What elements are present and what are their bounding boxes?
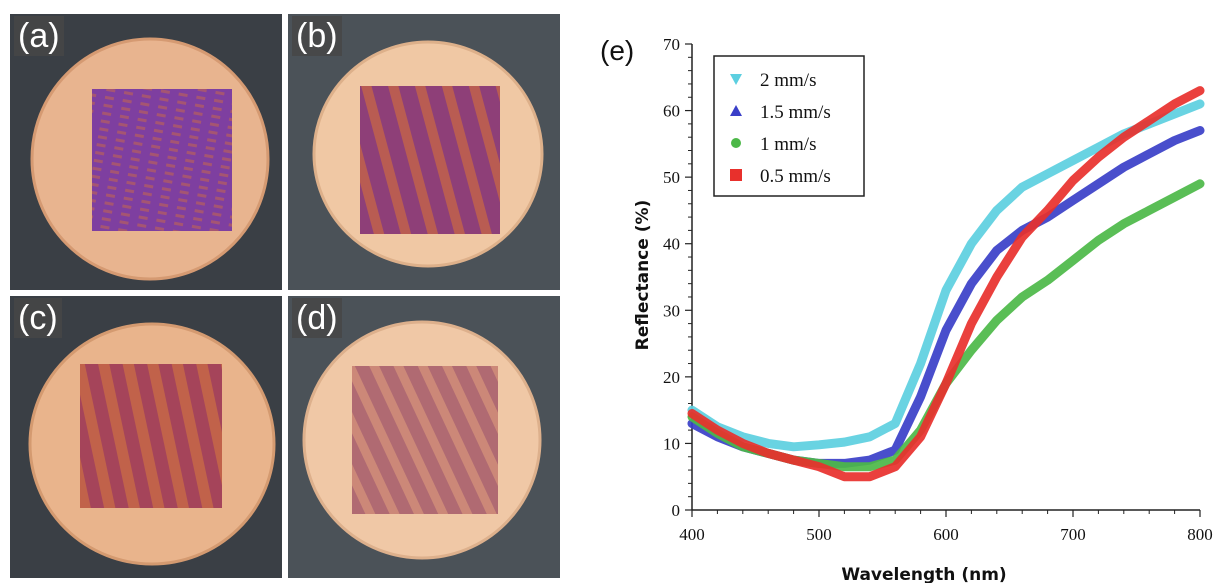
photo-panel-d: (d): [288, 296, 560, 578]
chart-panel-label: (e): [600, 35, 634, 66]
y-tick-label: 10: [663, 434, 680, 453]
legend-marker: [731, 138, 741, 148]
y-tick-label: 30: [663, 301, 680, 320]
photo-panel-a: (a): [10, 14, 282, 290]
legend-label: 0.5 mm/s: [760, 166, 831, 187]
photo-label-a: (a): [14, 16, 64, 56]
y-tick-label: 70: [663, 35, 680, 54]
x-tick-label: 800: [1187, 525, 1213, 544]
photo-label-b: (b): [292, 16, 342, 56]
chart-series: [687, 86, 1205, 482]
series-line-0-5-mm-s: [687, 86, 1205, 482]
sample-disk-a: [30, 37, 270, 281]
x-axis-title: Wavelength (nm): [841, 565, 1006, 583]
y-tick-label: 60: [663, 102, 680, 121]
y-tick-label: 50: [663, 168, 680, 187]
y-tick-label: 20: [663, 368, 680, 387]
legend-marker: [730, 169, 742, 181]
x-tick-label: 400: [679, 525, 705, 544]
legend-label: 2 mm/s: [760, 70, 816, 91]
sample-disk-b: [312, 40, 544, 268]
photo-panel-b: (b): [288, 14, 560, 290]
legend-label: 1.5 mm/s: [760, 102, 831, 123]
y-axis-title: Reflectance (%): [633, 200, 653, 351]
legend-marker: [730, 105, 742, 116]
legend-marker: [730, 74, 742, 85]
reflectance-chart: (e) 400 500 600 700 800 0 10 20 30 40 50 60 70 2 mm/…: [600, 35, 1213, 583]
y-tick-label: 40: [663, 235, 680, 254]
x-tick-label: 500: [806, 525, 832, 544]
chart-legend: 2 mm/s 1.5 mm/s 1 mm/s 0.5 mm/s: [713, 55, 865, 197]
legend-label: 1 mm/s: [760, 134, 816, 155]
photo-panel-c: (c): [10, 296, 282, 578]
sample-disk-c: [28, 322, 276, 566]
x-tick-label: 700: [1060, 525, 1086, 544]
sample-disk-d: [302, 320, 542, 560]
photo-label-d: (d): [292, 298, 342, 338]
photo-label-c: (c): [14, 298, 62, 338]
x-tick-label: 600: [933, 525, 959, 544]
chart-axes: 400 500 600 700 800 0 10 20 30 40 50 60 70: [663, 35, 1213, 544]
y-tick-label: 0: [672, 501, 681, 520]
